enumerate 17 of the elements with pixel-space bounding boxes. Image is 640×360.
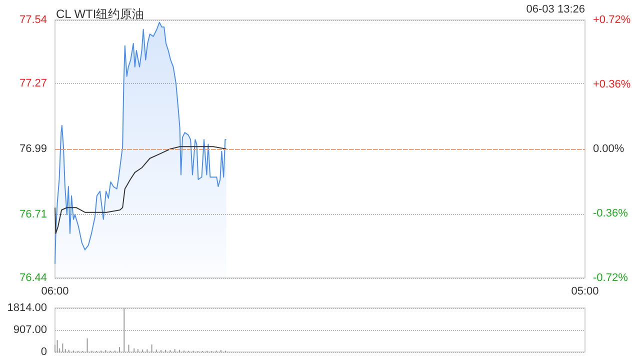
y-tick-label: 77.54: [19, 14, 47, 26]
y-tick-label: 76.71: [19, 208, 47, 221]
y2-tick-label: +0.72%: [593, 14, 631, 26]
y2-tick-label: -0.36%: [593, 208, 628, 220]
text: 06-03 13:26: [526, 4, 585, 16]
y-tick-label: 76.44: [19, 272, 47, 284]
y-tick-label: 0: [40, 346, 47, 358]
y-tick-label: 907.00: [13, 324, 47, 336]
y-tick-label: 1814.00: [7, 302, 47, 314]
x-tick-label: 06:00: [41, 286, 69, 298]
chart-title: CL WTI纽约原油: [56, 7, 144, 21]
x-tick-label: 05:00: [571, 286, 599, 298]
y2-tick-label: -0.72%: [593, 272, 628, 284]
y2-tick-label: 0.00%: [593, 143, 624, 155]
y2-tick-label: +0.36%: [593, 78, 631, 90]
y-tick-label: 77.27: [19, 77, 47, 90]
y-tick-label: 76.99: [19, 143, 47, 155]
